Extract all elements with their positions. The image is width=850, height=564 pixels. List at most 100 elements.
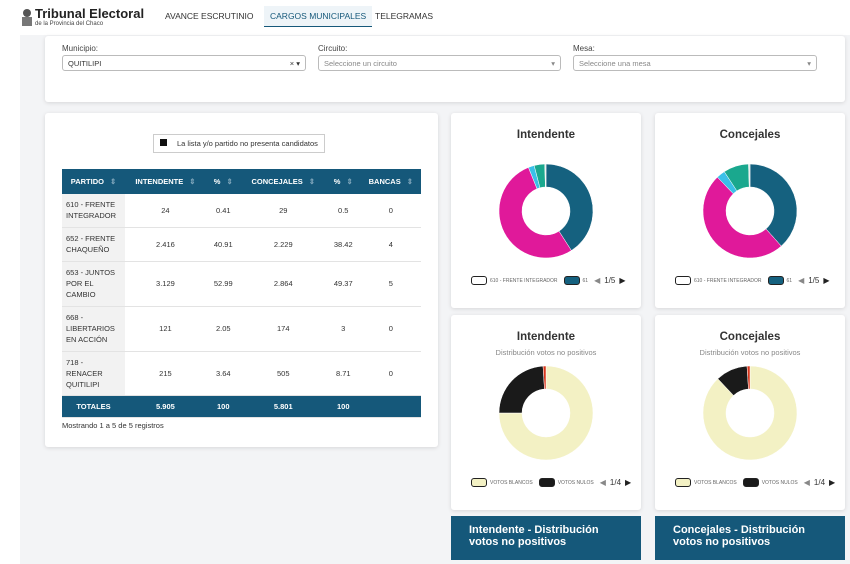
table-info: Mostrando 1 a 5 de 5 registros [62,421,164,430]
legend-label: VOTOS NULOS [761,479,798,486]
table-cell: 0 [360,351,421,396]
table-row: 652 - FRENTE CHAQUEÑO 2.416 40.91 2.229 38.4… [62,227,421,262]
table-row: 610 - FRENTE INTEGRADOR 24 0.41 29 0.5 0 [62,194,421,228]
legend-label: 610 - FRENTE INTEGRADOR [694,277,762,284]
pager-next[interactable]: ▶ [625,478,632,487]
column-title: BANCAS [368,177,401,186]
section-header: Concejales - Distribución votos no posit… [655,516,845,560]
legend-label: VOTOS NULOS [557,479,594,486]
donut-slice [749,163,798,247]
donut-slice [702,365,798,461]
donut-chart [702,163,798,259]
table-cell: 121 [125,306,206,352]
chart-card: Concejales Distribución votos no positivo… [655,315,845,510]
legend-label: 61 [582,277,589,284]
table-cell: 718 - RENACER QUITILIPI [62,351,125,396]
table-cell: 215 [125,351,206,396]
donut-chart [498,365,594,461]
donut-slice [544,163,547,188]
table-cell: 2.864 [240,261,326,307]
legend-swatch [471,478,487,487]
column-title: % [333,177,341,186]
totals-cell [360,395,421,418]
side-strip [0,35,20,564]
pager-next[interactable]: ▶ [619,276,626,285]
section-header: Intendente - Distribución votos no posit… [451,516,641,560]
donut-chart [498,163,594,259]
table-cell: 52.99 [205,261,241,307]
table-cell: 0 [360,194,421,228]
table-cell: 505 [240,351,326,396]
pager-prev[interactable]: ◀ [594,276,601,285]
donut-slice [702,176,782,259]
totals-row: TOTALES 5.905 100 5.801 100 [62,395,421,418]
donut-slice [542,365,547,390]
donut-slice [498,365,545,414]
totals-cell: 5.801 [240,395,326,418]
column-title: CONCEJALES [251,177,303,186]
nav-link[interactable]: AVANCE ESCRUTINIO [165,11,254,21]
filter-card: Municipio: QUITILIPI × ▾ Circuito: Selecc… [45,36,845,102]
legend-text: La lista y/o partido no presenta candida… [177,139,318,148]
select-placeholder: Seleccione un circuito [324,59,397,68]
table-cell: 38.42 [325,227,361,262]
chart-card: Intendente Distribución votos no positivo… [451,315,641,510]
table-cell: 3.64 [205,351,241,396]
legend-label: VOTOS BLANCOS [490,479,533,486]
column-header: CONCEJALES ⇕ [240,169,326,194]
legend-swatch [767,276,784,285]
column-header: PARTIDO ⇕ [62,169,125,194]
pager-next[interactable]: ▶ [823,276,830,285]
legend-swatch [742,478,759,487]
chart-title: Concejales [719,331,781,343]
table-cell: 2.229 [240,227,326,262]
chart-subtitle: Distribución votos no positivos [699,348,801,357]
nav-link[interactable]: TELEGRAMAS [375,11,434,21]
table-row: 653 - JUNTOS POR EL CAMBIO 3.129 52.99 2.86… [62,261,421,307]
chart-subtitle: Distribución votos no positivos [495,348,597,357]
donut-slice [498,167,572,259]
table-cell: 3 [325,306,361,352]
pager-prev[interactable]: ◀ [803,478,810,487]
legend-label: 610 - FRENTE INTEGRADOR [490,277,558,284]
filter-label: Municipio: [62,44,99,53]
select[interactable]: Seleccione un circuito ▾ [318,55,561,71]
table-cell: 4 [360,227,421,262]
select[interactable]: Seleccione una mesa ▾ [573,55,817,71]
nav-link-active[interactable]: CARGOS MUNICIPALES [264,6,373,27]
table-cell: 5 [360,261,421,307]
table-cell: 2.416 [125,227,206,262]
totals-cell: TOTALES [62,395,125,418]
column-title: INTENDENTE [135,177,184,186]
table-row: 718 - RENACER QUITILIPI 215 3.64 505 8.71 0 [62,351,421,396]
table-cell: 610 - FRENTE INTEGRADOR [62,194,125,228]
pager-prev[interactable]: ◀ [798,276,805,285]
column-title: PARTIDO [70,177,104,186]
chart-title: Intendente [516,129,576,141]
table-cell: 174 [240,306,326,352]
chart-legend: VOTOS BLANCOS VOTOS NULOS ◀ 1/4 ▶ [471,478,631,487]
donut-slice [748,163,751,188]
legend-swatch [675,276,691,285]
table-cell: 29 [240,194,326,228]
donut-slice [498,365,594,461]
pager-prev[interactable]: ◀ [599,478,606,487]
totals-cell: 100 [205,395,241,418]
pager-next[interactable]: ▶ [829,478,836,487]
table-cell: 653 - JUNTOS POR EL CAMBIO [62,261,125,307]
table-cell: 668 - LIBERTARIOS EN ACCIÓN [62,306,125,352]
filter-label: Circuito: [318,44,348,53]
pager-text: 1/5 [604,276,616,285]
legend-swatch [563,276,580,285]
table-cell: 0.41 [205,194,241,228]
donut-slice [746,365,751,390]
donut-chart [702,365,798,461]
table-cell: 0.5 [325,194,361,228]
chart-legend: 610 - FRENTE INTEGRADOR 61 ◀ 1/5 ▶ [471,276,626,285]
table-cell: 652 - FRENTE CHAQUEÑO [62,227,125,262]
donut-slice [545,163,594,251]
filter-label: Mesa: [573,44,595,53]
select[interactable]: QUITILIPI × ▾ [62,55,306,71]
column-title: % [213,177,221,186]
